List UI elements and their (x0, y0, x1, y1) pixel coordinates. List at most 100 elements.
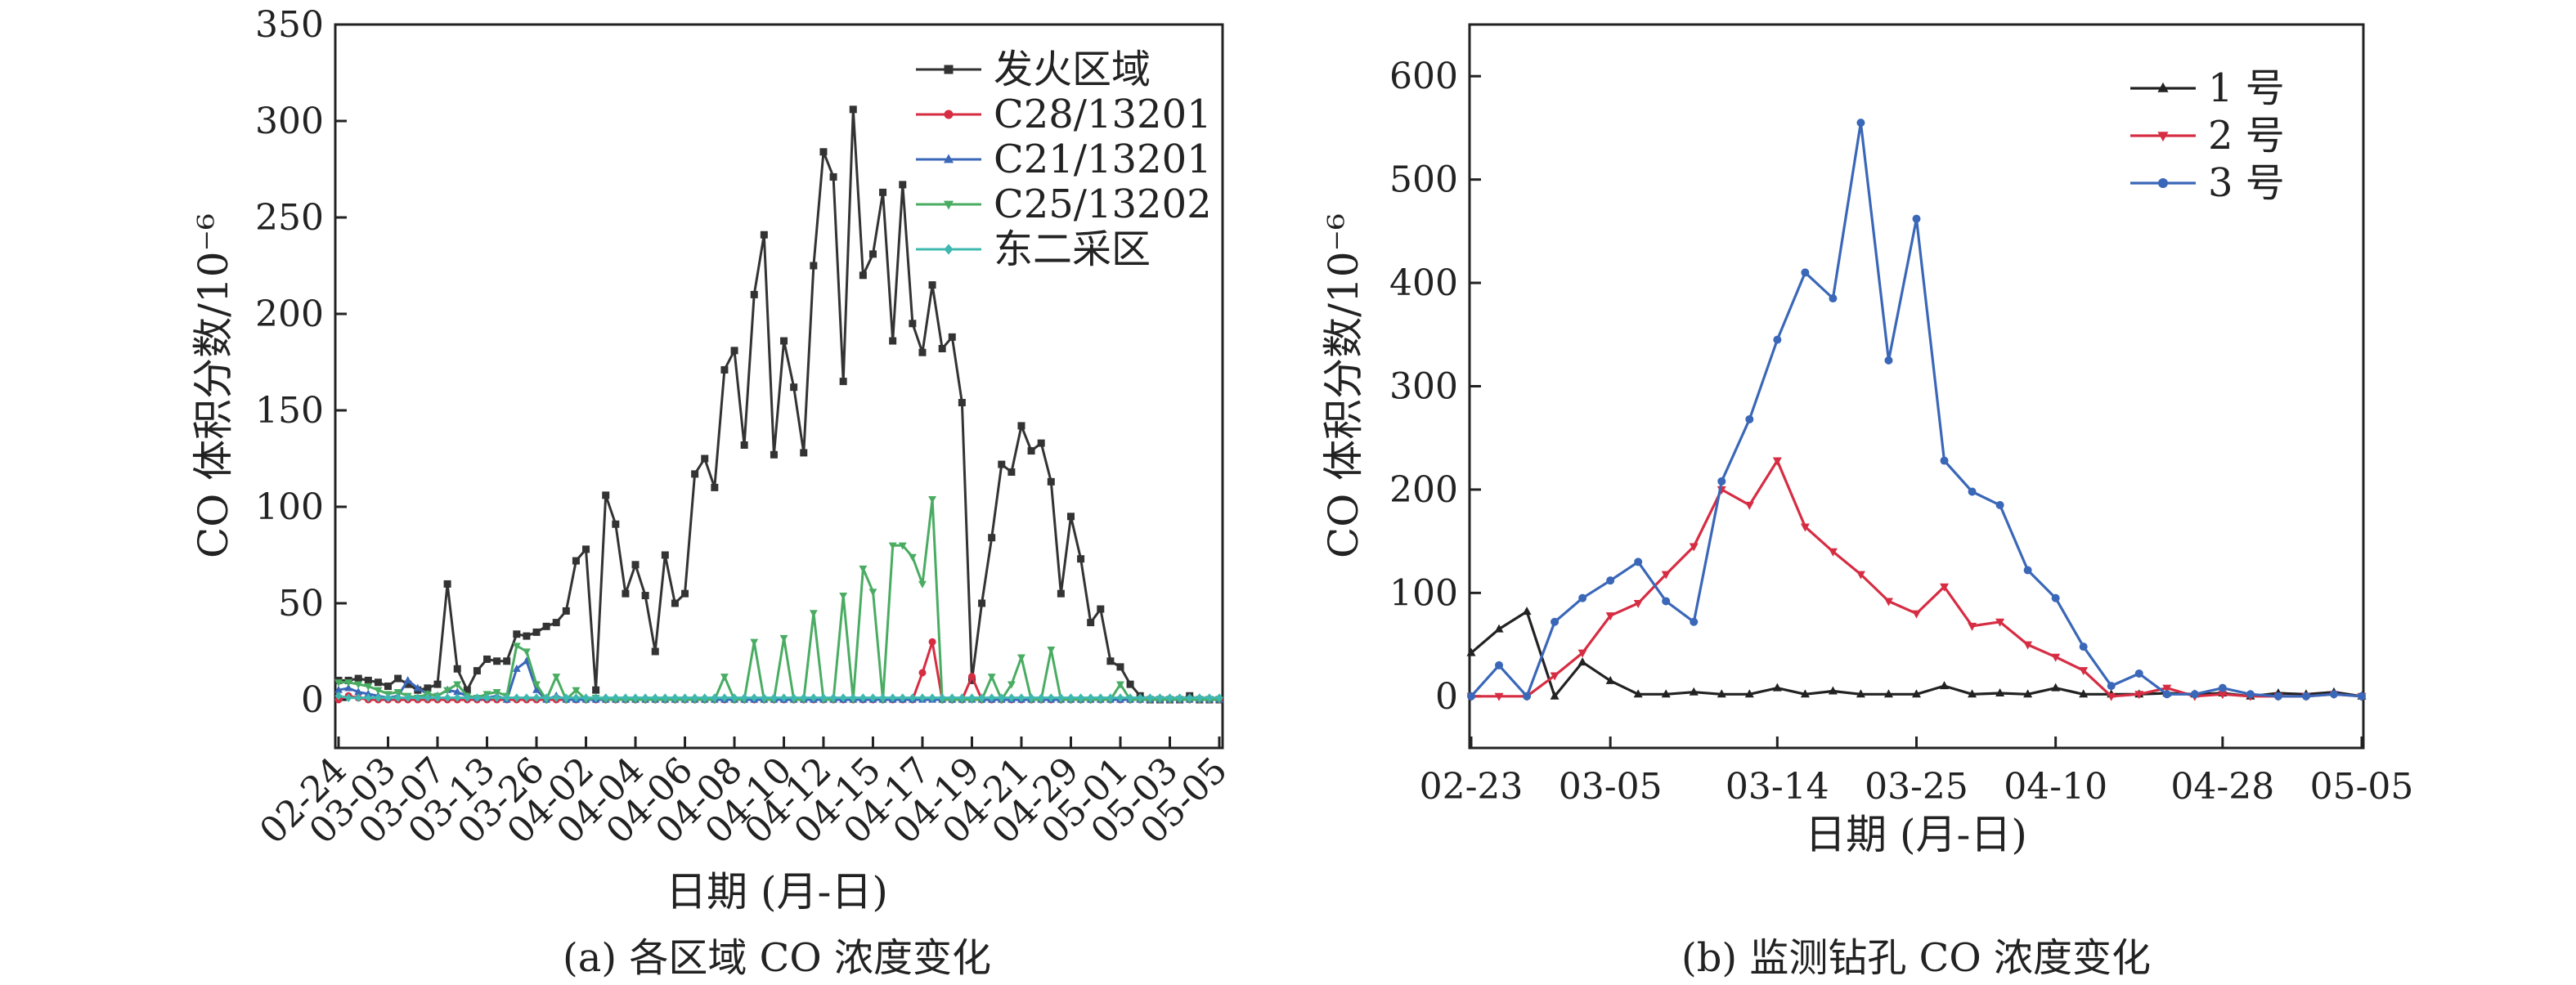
data-point (1077, 693, 1085, 703)
data-point (1027, 693, 1035, 703)
y-tick-label: 150 (255, 390, 324, 432)
data-point (1717, 689, 1726, 698)
data-point (334, 685, 343, 693)
data-point (394, 693, 402, 703)
data-point (522, 648, 531, 656)
data-point (859, 565, 868, 573)
legend-label: 1 号 (2208, 65, 2285, 111)
data-point (948, 333, 956, 341)
data-point (393, 688, 402, 696)
data-point (1494, 624, 1504, 633)
data-point (988, 534, 996, 542)
data-point (602, 491, 610, 499)
data-point (1146, 693, 1154, 703)
data-point (433, 693, 442, 703)
data-point (414, 693, 422, 703)
y-tick-label: 300 (255, 101, 324, 142)
data-point (661, 693, 669, 703)
data-point (909, 693, 917, 703)
data-point (1940, 583, 1950, 592)
data-point (2051, 593, 2060, 602)
data-point (532, 681, 541, 689)
data-point (2023, 689, 2033, 698)
legend-label: C28/13201 (994, 92, 1212, 137)
data-point (908, 553, 917, 562)
legend-label: 3 号 (2208, 160, 2285, 206)
data-point (1106, 693, 1115, 703)
data-point (967, 673, 976, 681)
x-tick-label: 03-05 (1559, 766, 1663, 808)
data-point (374, 687, 383, 695)
data-point (641, 592, 649, 600)
data-point (1745, 414, 1754, 423)
legend-marker (2158, 178, 2168, 188)
data-point (750, 693, 758, 703)
panel-a-y-ticks: 0 50 100 150 200 250 300 350 (255, 4, 347, 721)
data-point (532, 685, 541, 693)
data-point (1662, 597, 1671, 606)
data-point (542, 622, 550, 630)
data-point (1008, 468, 1016, 477)
data-point (2107, 692, 2116, 701)
y-tick-label: 400 (1389, 262, 1458, 304)
data-point (592, 686, 600, 694)
data-point (1800, 523, 1810, 532)
y-tick-label: 200 (255, 293, 324, 335)
data-point (1995, 500, 2004, 509)
data-point (938, 693, 946, 703)
data-point (344, 683, 353, 692)
y-tick-label: 200 (1389, 469, 1458, 511)
data-point (473, 693, 481, 703)
data-point (1106, 657, 1115, 665)
data-point (453, 681, 462, 689)
data-point (2107, 682, 2116, 691)
data-point (701, 454, 709, 463)
data-point (868, 693, 877, 703)
data-point (374, 678, 382, 687)
data-point (889, 693, 897, 703)
data-point (2051, 683, 2061, 692)
y-tick-label: 0 (1435, 676, 1458, 718)
data-point (899, 693, 907, 703)
series-4 (334, 495, 1223, 705)
data-point (1995, 687, 2005, 696)
panel-a-y-axis-title: CO 体积分数/10⁻⁶ (190, 213, 237, 558)
data-point (938, 344, 946, 352)
data-point (384, 682, 393, 690)
data-point (492, 688, 501, 696)
data-point (918, 348, 927, 356)
data-point (790, 383, 798, 392)
data-point (1057, 589, 1065, 598)
data-point (800, 693, 808, 703)
data-point (582, 545, 590, 553)
data-point (2246, 690, 2255, 699)
data-point (1605, 675, 1615, 684)
data-point (859, 693, 867, 703)
data-point (1856, 689, 1865, 698)
data-point (671, 693, 679, 703)
data-point (839, 378, 847, 386)
legend-label: 2 号 (2208, 113, 2285, 159)
y-tick-label: 600 (1389, 56, 1458, 97)
data-point (779, 634, 788, 642)
data-point (928, 638, 936, 646)
data-point (1856, 119, 1865, 128)
series-2 (1466, 457, 2367, 701)
y-tick-label: 250 (255, 197, 324, 239)
data-point (918, 669, 927, 677)
data-point (2051, 653, 2061, 662)
data-point (2190, 690, 2199, 699)
panel-a-caption: (a) 各区域 CO 浓度变化 (563, 935, 991, 981)
panel-a: 0 50 100 150 200 250 300 350 02-2403-0303-0703-… (190, 4, 1236, 981)
data-point (463, 686, 471, 694)
data-point (532, 628, 541, 636)
data-point (364, 689, 373, 697)
data-point (1772, 457, 1782, 466)
data-point (1087, 693, 1095, 703)
data-point (1116, 663, 1124, 671)
data-point (1606, 576, 1615, 585)
data-point (849, 693, 857, 703)
data-point (394, 674, 402, 683)
data-point (879, 693, 887, 703)
data-point (1577, 649, 1587, 658)
